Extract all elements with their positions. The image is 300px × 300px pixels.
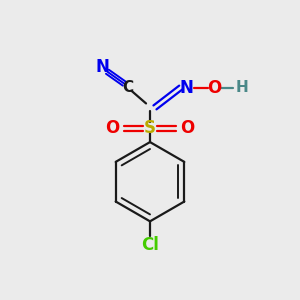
- Text: N: N: [95, 58, 110, 76]
- Text: O: O: [207, 79, 221, 97]
- Text: H: H: [236, 80, 248, 95]
- Text: Cl: Cl: [141, 236, 159, 254]
- Text: N: N: [180, 79, 194, 97]
- Text: S: S: [144, 119, 156, 137]
- Text: C: C: [123, 80, 134, 95]
- Text: O: O: [181, 119, 195, 137]
- Text: O: O: [105, 119, 119, 137]
